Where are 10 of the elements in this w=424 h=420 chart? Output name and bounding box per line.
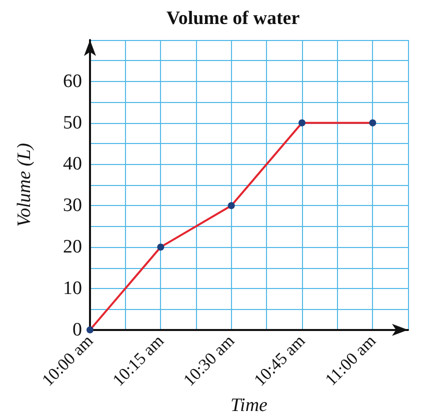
y-tick-label: 50 bbox=[63, 112, 82, 134]
y-tick-label: 20 bbox=[63, 236, 82, 258]
y-tick-label: 40 bbox=[63, 154, 82, 175]
chart-title: Volume of water bbox=[166, 8, 300, 29]
y-tick-label: 30 bbox=[63, 195, 82, 216]
x-axis-title: Time bbox=[230, 395, 268, 416]
y-tick-label: 60 bbox=[63, 70, 82, 92]
y-axis-title: Volume (L) bbox=[14, 142, 35, 227]
y-tick-label: 0 bbox=[72, 319, 82, 340]
y-tick-label: 10 bbox=[63, 278, 82, 299]
